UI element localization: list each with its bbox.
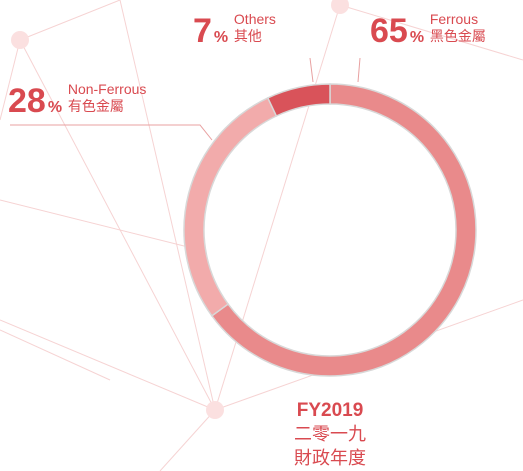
data-label-unit: %: [48, 99, 62, 116]
center-subtitle: 財政年度: [294, 448, 366, 468]
data-label: 7: [193, 12, 212, 50]
leader-line: [358, 58, 360, 82]
donut-segment: [184, 98, 276, 316]
category-label-zh: 黑色金屬: [430, 28, 486, 44]
donut: [184, 84, 476, 376]
category-label: Ferrous: [430, 11, 478, 27]
category-label: Others: [234, 11, 276, 27]
chart: FY2019 二零一九 財政年度 65% Ferrous黑色金屬 28% Non-Fe…: [0, 0, 523, 471]
category-label: Non-Ferrous: [68, 81, 147, 97]
category-label-zh: 有色金屬: [68, 98, 124, 114]
leader-line: [310, 58, 313, 82]
center-subtitle: 二零一九: [294, 424, 366, 444]
background-network: [0, 0, 523, 471]
page: {"chart_data": {"type": "pie", "donut": …: [0, 0, 523, 471]
leader-line: [10, 125, 212, 140]
data-label-unit: %: [214, 29, 228, 46]
data-label-unit: %: [410, 29, 424, 46]
donut-segment: [268, 84, 330, 116]
data-label: 65: [370, 12, 408, 50]
category-label-zh: 其他: [234, 28, 262, 44]
center-title: FY2019: [297, 400, 364, 421]
data-label: 28: [8, 82, 46, 120]
